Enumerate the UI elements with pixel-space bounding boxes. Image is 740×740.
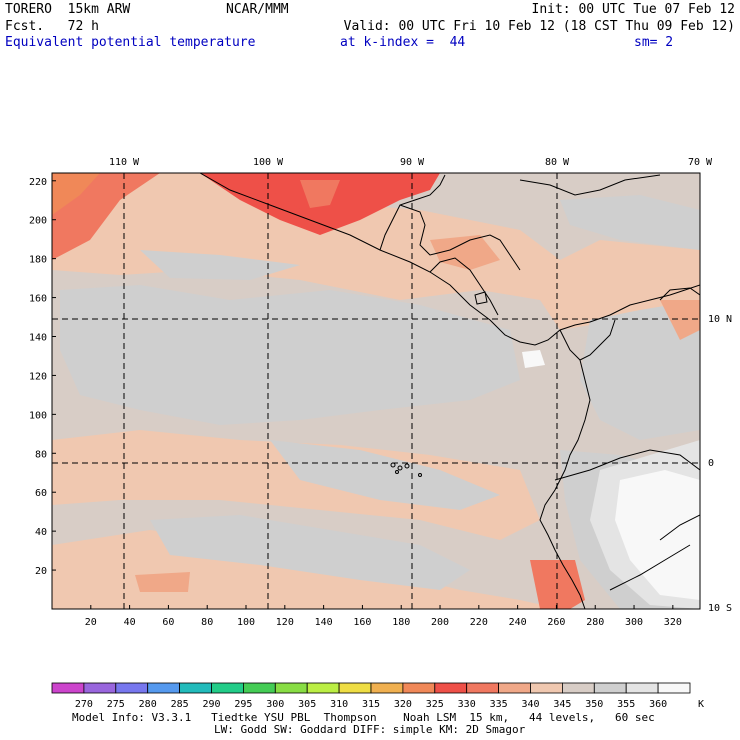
forecast-hour: Fcst. 72 h (5, 19, 99, 34)
valid-time: Valid: 00 UTC Fri 10 Feb 12 (18 CST Thu … (343, 19, 735, 34)
colorbar-swatch (115, 682, 149, 694)
y-tick-label: 100 (29, 410, 47, 421)
colorbar-swatch (306, 682, 340, 694)
colorbar-swatch (338, 682, 372, 694)
x-tick-label: 40 (124, 617, 136, 628)
y-tick-label: 80 (35, 449, 47, 460)
colorbar-swatch (498, 682, 531, 694)
lon-label: 70 W (688, 157, 713, 168)
x-tick-label: 80 (201, 617, 213, 628)
colorbar: 270 275 280 285 290 295 300 305 310 315 320 325 330 3… (51, 682, 704, 710)
colorbar-swatch (274, 682, 308, 694)
x-tick-label: 60 (162, 617, 174, 628)
colorbar-unit: K (698, 699, 704, 710)
colorbar-swatch (434, 682, 468, 694)
colorbar-label: 275 (107, 699, 125, 710)
colorbar-swatch (242, 682, 276, 694)
smoothing: sm= 2 (634, 35, 674, 50)
colorbar-label: 270 (75, 699, 93, 710)
init-time: Init: 00 UTC Tue 07 Feb 12 (531, 2, 736, 17)
colorbar-swatch (562, 682, 595, 694)
y-tick-label: 120 (29, 371, 47, 382)
lon-label: 90 W (400, 157, 425, 168)
x-axis-ticks: 20 40 60 80 100 120 140 160 180 200 220 240 260 280 30… (85, 605, 682, 628)
lon-label: 80 W (545, 157, 570, 168)
x-tick-label: 120 (276, 617, 294, 628)
field-name: Equivalent potential temperature (5, 35, 256, 50)
y-tick-label: 40 (35, 527, 47, 538)
colorbar-label: 330 (458, 699, 476, 710)
colorbar-swatch (83, 682, 117, 694)
y-tick-label: 200 (29, 216, 47, 227)
center-name: NCAR/MMM (226, 2, 289, 17)
colorbar-swatch (51, 682, 85, 694)
colorbar-label: 340 (521, 699, 539, 710)
y-tick-label: 220 (29, 177, 47, 188)
y-tick-label: 160 (29, 294, 47, 305)
colorbar-swatch (657, 682, 691, 694)
lat-label: 10 N (708, 314, 732, 325)
colorbar-label: 310 (330, 699, 348, 710)
lat-label: 10 S (708, 603, 732, 614)
colorbar-label: 285 (171, 699, 189, 710)
lon-labels: 110 W 100 W 90 W 80 W 70 W (109, 157, 713, 168)
colorbar-label: 345 (553, 699, 571, 710)
colorbar-swatch (530, 682, 563, 694)
model-name: TORERO 15km ARW (5, 2, 131, 17)
colorbar-label: 350 (585, 699, 603, 710)
lat-labels: 10 N 0 10 S (708, 314, 732, 614)
lat-label: 0 (708, 458, 714, 469)
physics-info: LW: Godd SW: Goddard DIFF: simple KM: 2D… (214, 723, 526, 736)
x-tick-label: 220 (470, 617, 488, 628)
colorbar-label: 360 (649, 699, 667, 710)
lon-label: 100 W (253, 157, 284, 168)
colorbar-label: 290 (202, 699, 220, 710)
colorbar-label: 315 (362, 699, 380, 710)
x-tick-label: 180 (392, 617, 410, 628)
model-info: Model Info: V3.3.1 Tiedtke YSU PBL Thomp… (72, 711, 655, 724)
y-axis-ticks: 20 40 60 80 100 120 140 160 180 200 220 (29, 177, 56, 577)
colorbar-label: 280 (139, 699, 157, 710)
level-index: at k-index = 44 (340, 35, 466, 50)
x-tick-label: 260 (547, 617, 565, 628)
colorbar-label: 335 (490, 699, 508, 710)
colorbar-swatch (179, 682, 212, 694)
x-tick-label: 300 (625, 617, 643, 628)
colorbar-swatch (402, 682, 436, 694)
plot-frame (51, 172, 701, 610)
x-tick-label: 320 (664, 617, 682, 628)
lon-label: 110 W (109, 157, 140, 168)
temperature-field (52, 173, 700, 609)
colorbar-label: 325 (426, 699, 444, 710)
x-tick-label: 140 (315, 617, 333, 628)
colorbar-swatch (625, 682, 659, 694)
colorbar-swatch (370, 682, 404, 694)
y-tick-label: 180 (29, 255, 47, 266)
colorbar-swatch (147, 682, 180, 694)
colorbar-swatch (466, 682, 500, 694)
x-tick-label: 280 (586, 617, 604, 628)
x-tick-label: 160 (353, 617, 371, 628)
x-tick-label: 240 (509, 617, 527, 628)
colorbar-label: 300 (266, 699, 284, 710)
lat-lon-grid (52, 173, 700, 609)
x-tick-label: 100 (237, 617, 255, 628)
colorbar-label: 355 (617, 699, 635, 710)
colorbar-label: 320 (394, 699, 412, 710)
y-tick-label: 20 (35, 566, 47, 577)
y-tick-label: 60 (35, 488, 47, 499)
colorbar-swatch (593, 682, 627, 694)
x-tick-label: 200 (431, 617, 449, 628)
x-tick-label: 20 (85, 617, 97, 628)
colorbar-label: 295 (234, 699, 252, 710)
colorbar-swatch (211, 682, 244, 694)
y-tick-label: 140 (29, 333, 47, 344)
colorbar-label: 305 (298, 699, 316, 710)
coastlines (199, 173, 700, 609)
